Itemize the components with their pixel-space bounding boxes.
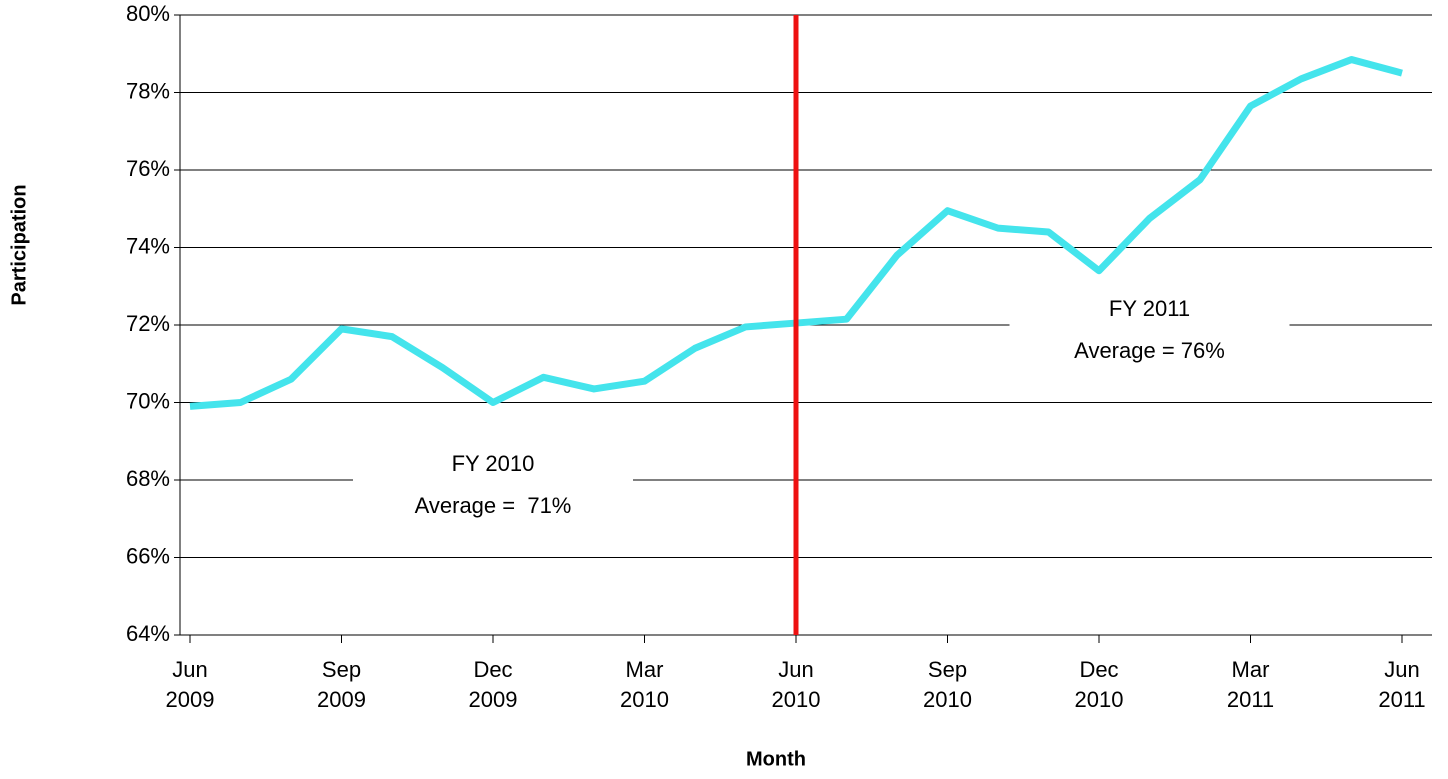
y-tick-label: 74% <box>126 233 170 258</box>
annotation: Average = 76% <box>1074 338 1225 363</box>
x-tick-label: Jun <box>778 657 813 682</box>
annotation-box <box>1009 300 1290 360</box>
y-tick-label: 70% <box>126 388 170 413</box>
x-axis-title: Month <box>746 748 806 770</box>
y-tick-label: 78% <box>126 78 170 103</box>
annotation-box <box>353 455 633 515</box>
y-axis-title: Participation <box>8 184 30 305</box>
y-tick-label: 80% <box>126 1 170 26</box>
y-tick-label: 66% <box>126 543 170 568</box>
x-tick-label: Jun <box>1384 657 1419 682</box>
annotation: Average = 71% <box>415 493 572 518</box>
x-tick-label: 2011 <box>1227 687 1274 712</box>
x-tick-label: 2010 <box>1075 687 1124 712</box>
y-tick-label: 72% <box>126 311 170 336</box>
x-tick-label: 2010 <box>620 687 669 712</box>
y-tick-label: 76% <box>126 156 170 181</box>
x-tick-label: 2010 <box>923 687 972 712</box>
x-tick-label: Mar <box>626 657 664 682</box>
annotation: FY 2011 <box>1109 296 1190 321</box>
x-tick-label: Sep <box>322 657 361 682</box>
x-tick-label: Jun <box>172 657 207 682</box>
x-tick-label: 2009 <box>469 687 518 712</box>
x-tick-label: Sep <box>928 657 967 682</box>
x-tick-label: 2010 <box>772 687 821 712</box>
x-tick-label: 2009 <box>166 687 215 712</box>
x-tick-label: Dec <box>1079 657 1118 682</box>
y-tick-label: 68% <box>126 466 170 491</box>
y-tick-label: 64% <box>126 621 170 646</box>
x-tick-label: 2009 <box>317 687 366 712</box>
x-tick-label: Mar <box>1232 657 1270 682</box>
annotation: FY 2010 <box>452 451 535 476</box>
x-tick-label: 2011 <box>1378 687 1425 712</box>
x-tick-label: Dec <box>473 657 512 682</box>
